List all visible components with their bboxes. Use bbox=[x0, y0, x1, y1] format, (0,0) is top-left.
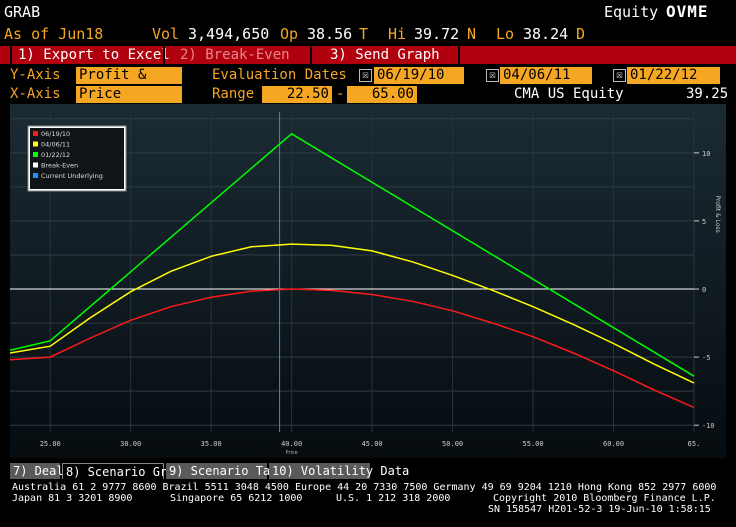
bottom-tabs: 7) Deal 8) Scenario Graph 9) Scenario Ta… bbox=[0, 463, 736, 479]
x-tick-label: 60.00 bbox=[603, 440, 624, 448]
op-value: 38.56 bbox=[307, 25, 353, 43]
footer-copyright: Copyright 2010 Bloomberg Finance L.P. bbox=[493, 493, 716, 504]
brand-label: Equity bbox=[604, 3, 659, 21]
range-low-field[interactable]: 22.50 bbox=[262, 86, 332, 103]
x-tick-label: 50.00 bbox=[442, 440, 463, 448]
legend-box bbox=[30, 128, 124, 189]
legend-swatch bbox=[33, 152, 38, 157]
chart-marks bbox=[10, 112, 695, 432]
chart-axes: 25.00 30.00 35.00 40.00 45.00 50.00 55.00 60.00… bbox=[40, 150, 721, 456]
date3-checkbox[interactable]: ☒ bbox=[613, 69, 626, 82]
vol-value: 3,494,650 bbox=[188, 25, 270, 43]
legend-label: 04/06/11 bbox=[41, 141, 70, 149]
tab-scenario-graph[interactable]: 8) Scenario Graph bbox=[62, 463, 189, 479]
legend-label: Current Underlying bbox=[41, 172, 103, 180]
footer-us: U.S. 1 212 318 2000 bbox=[336, 493, 451, 504]
scenario-chart: 25.00 30.00 35.00 40.00 45.00 50.00 55.00 60.00… bbox=[10, 104, 726, 458]
action-toolbar: 1) Export to Excel 2) Break-Even 3) Send… bbox=[0, 46, 736, 64]
export-excel-button[interactable]: 1) Export to Excel bbox=[18, 47, 170, 63]
legend-swatch bbox=[33, 141, 38, 147]
legend-label: 01/22/12 bbox=[41, 151, 70, 159]
xaxis-select[interactable]: Price bbox=[76, 86, 182, 103]
x-tick-label: 45.00 bbox=[362, 440, 383, 448]
y-axis-label: Profit & Loss bbox=[714, 195, 721, 232]
range-dash: - bbox=[336, 86, 345, 102]
x-tick-label: 65. bbox=[688, 440, 701, 448]
vol-label: Vol bbox=[152, 25, 180, 43]
current-price: 39.25 bbox=[686, 86, 729, 102]
date2-checkbox[interactable]: ☒ bbox=[486, 69, 499, 82]
lo-label: Lo bbox=[496, 25, 515, 43]
x-tick-label: 25.00 bbox=[40, 440, 61, 448]
lo-value: 38.24 bbox=[523, 25, 569, 43]
lo-flag: D bbox=[576, 25, 586, 43]
security-name: CMA US Equity bbox=[514, 86, 624, 102]
toolbar-separator bbox=[163, 46, 165, 64]
toolbar-separator bbox=[10, 46, 12, 64]
x-tick-label: 55.00 bbox=[523, 440, 544, 448]
series-line-1 bbox=[10, 288, 695, 409]
brand-code: OVME bbox=[666, 2, 709, 21]
y-tick-label: 10 bbox=[702, 150, 710, 158]
toolbar-separator bbox=[458, 46, 460, 64]
quote-bar: As of Jun18 Vol 3,494,650 Op 38.56 T Hi … bbox=[0, 22, 736, 44]
tab-volatility-data[interactable]: 10) Volatility Data bbox=[269, 463, 409, 479]
footer-contacts-line1: Australia 61 2 9777 8600 Brazil 5511 304… bbox=[12, 482, 717, 493]
legend-label: 06/19/10 bbox=[41, 130, 70, 138]
legend-swatch bbox=[33, 131, 38, 136]
x-tick-label: 40.00 bbox=[281, 440, 302, 448]
date1-field[interactable]: 06/19/10 bbox=[374, 67, 464, 84]
hi-label: Hi bbox=[388, 25, 407, 43]
hi-flag: N bbox=[467, 25, 477, 43]
break-even-button[interactable]: 2) Break-Even bbox=[180, 47, 290, 63]
date1-checkbox[interactable]: ☒ bbox=[359, 69, 372, 82]
footer-session: SN 158547 H201-52-3 19-Jun-10 1:58:15 bbox=[488, 504, 711, 515]
series-line-3 bbox=[10, 132, 695, 377]
legend-swatch bbox=[33, 162, 38, 168]
tab-deal[interactable]: 7) Deal bbox=[10, 463, 64, 479]
y-tick-label: 5 bbox=[702, 218, 706, 226]
hi-value: 39.72 bbox=[414, 25, 460, 43]
date3-field[interactable]: 01/22/12 bbox=[627, 67, 720, 84]
chart-background bbox=[10, 104, 726, 458]
legend-label: Break-Even bbox=[41, 162, 78, 170]
chart-legend: 06/19/10 04/06/11 01/22/12 Break-Even Curren… bbox=[27, 125, 127, 192]
legend-swatch bbox=[33, 173, 38, 178]
as-of-date: As of Jun18 bbox=[4, 25, 104, 43]
footer-japan: Japan 81 3 3201 8900 bbox=[12, 493, 133, 504]
y-tick-label: -5 bbox=[702, 354, 710, 362]
x-tick-label: 35.00 bbox=[201, 440, 222, 448]
function-name: GRAB bbox=[4, 3, 41, 21]
op-label: Op bbox=[280, 25, 299, 43]
range-label: Range bbox=[212, 86, 255, 102]
tab-scenario-table[interactable]: 9) Scenario Table bbox=[166, 463, 292, 479]
footer-singapore: Singapore 65 6212 1000 bbox=[170, 493, 303, 504]
eval-dates-label: Evaluation Dates bbox=[212, 67, 347, 83]
yaxis-label: Y-Axis bbox=[10, 67, 61, 83]
date2-field[interactable]: 04/06/11 bbox=[500, 67, 592, 84]
yaxis-select[interactable]: Profit & Loss bbox=[76, 67, 182, 100]
series-line-2 bbox=[10, 243, 695, 384]
x-tick-label: 30.00 bbox=[120, 440, 141, 448]
x-axis-label: Price bbox=[286, 450, 298, 456]
y-tick-label: 0 bbox=[702, 286, 706, 294]
op-flag: T bbox=[359, 25, 369, 43]
header-top: GRAB Equity OVME bbox=[0, 0, 736, 22]
y-tick-label: -10 bbox=[702, 422, 715, 430]
send-graph-button[interactable]: 3) Send Graph bbox=[330, 47, 440, 63]
xaxis-label: X-Axis bbox=[10, 86, 61, 102]
range-high-field[interactable]: 65.00 bbox=[347, 86, 417, 103]
toolbar-separator bbox=[310, 46, 312, 64]
